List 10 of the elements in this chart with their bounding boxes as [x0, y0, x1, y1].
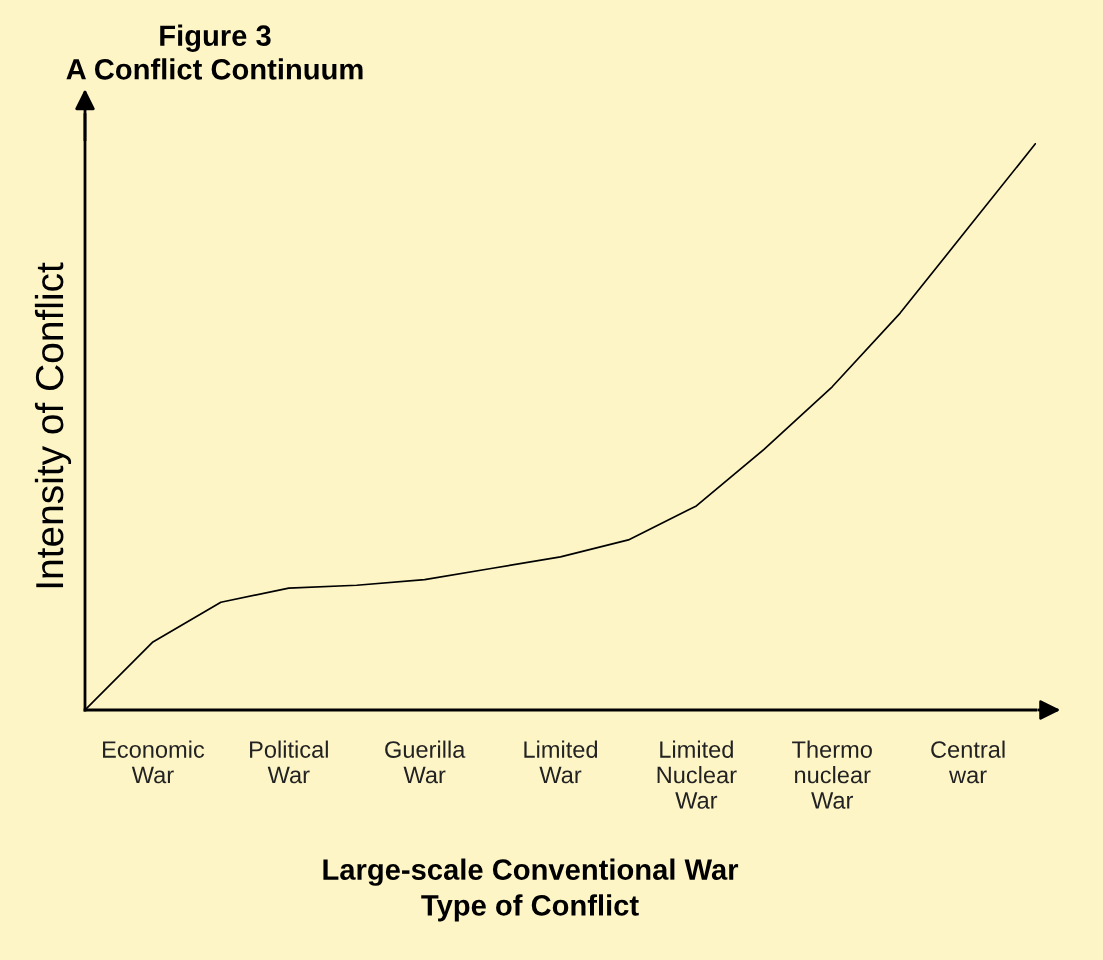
x-tick-label: Economic War	[103, 740, 205, 784]
x-axis-title: Large-scale Conventional War Type of Conflict	[323, 858, 739, 922]
x-tick-label: Political War	[250, 740, 328, 784]
x-tick-label: Limited Nuclear War	[657, 740, 737, 809]
x-tick-label: Limited War	[524, 740, 598, 784]
y-axis-title: Intensity of Conflict	[34, 262, 72, 588]
chart-title: Figure 3 A Conflict Continuum	[66, 24, 363, 80]
x-tick-label: Central war	[931, 740, 1005, 784]
x-tick-label: Thermo nuclear War	[792, 740, 872, 809]
x-tick-label: Guerilla War	[385, 740, 466, 784]
